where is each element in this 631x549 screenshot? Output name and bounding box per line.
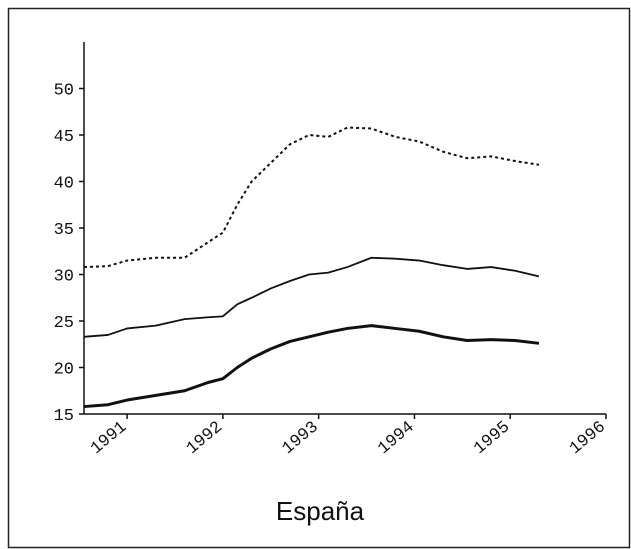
x-tick-label: 1993 [279, 418, 322, 459]
y-tick-label: 20 [54, 361, 74, 380]
y-tick-label: 15 [54, 407, 74, 426]
x-tick-label: 1994 [375, 418, 418, 459]
x-tick-label: 1995 [471, 418, 514, 459]
y-tick-label: 40 [54, 175, 74, 194]
x-tick-label: 1991 [87, 418, 130, 459]
y-tick-label: 30 [54, 268, 74, 287]
y-tick-label: 25 [54, 314, 74, 333]
x-tick-label: 1992 [183, 418, 226, 459]
series-line [83, 324, 540, 409]
x-tick-label: 1996 [566, 418, 609, 459]
chart-title: España [276, 496, 365, 526]
frame [7, 7, 631, 549]
y-tick-label: 35 [54, 221, 74, 240]
y-tick-label: 50 [54, 82, 74, 101]
y-tick-label: 45 [54, 128, 74, 147]
series-line [83, 256, 540, 338]
series-line [83, 126, 540, 269]
